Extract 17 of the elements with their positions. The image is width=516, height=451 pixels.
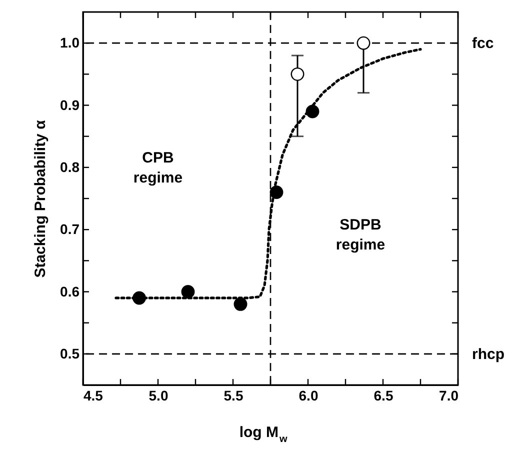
ref-line-label: fcc	[472, 35, 494, 52]
x-tick-label: 6.0	[298, 388, 318, 404]
y-tick-label: 0.5	[60, 345, 80, 362]
y-tick-label: 0.7	[60, 221, 80, 238]
x-tick-label: 6.5	[374, 388, 394, 404]
ref-line-label: rhcp	[472, 346, 505, 363]
y-tick-label: 0.9	[60, 96, 80, 113]
y-tick-label: 0.6	[60, 283, 80, 300]
y-tick-label: 1.0	[60, 34, 80, 51]
annotation: SDPB regime	[336, 216, 386, 254]
x-tick-label: 4.5	[84, 388, 104, 404]
y-tick-label: 0.8	[60, 158, 80, 175]
y-axis-title: Stacking Probability α	[32, 119, 50, 278]
x-tick-label: 5.0	[148, 388, 168, 404]
x-tick-label: 5.5	[224, 388, 244, 404]
x-tick-label: 7.0	[439, 388, 459, 404]
annotation: CPB regime	[133, 149, 183, 186]
